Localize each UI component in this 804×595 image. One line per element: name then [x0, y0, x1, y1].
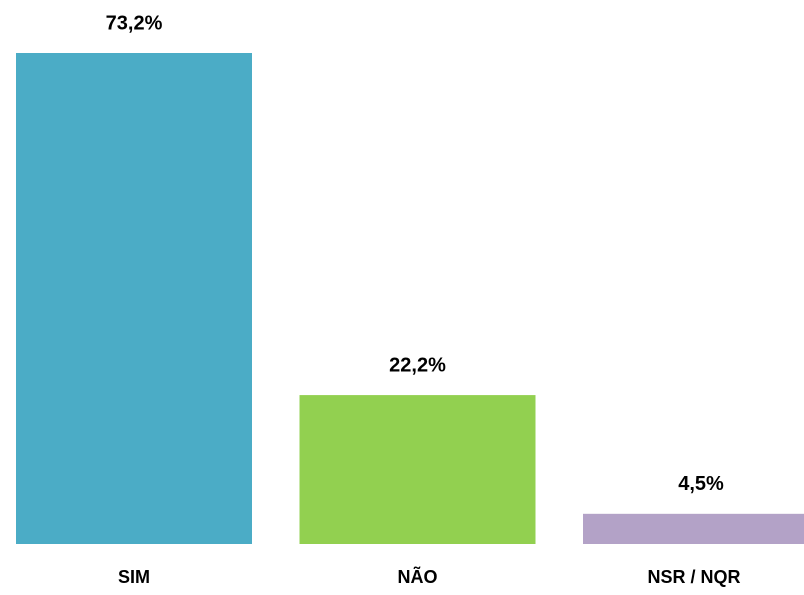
x-tick-label: NÃO — [398, 566, 438, 587]
value-label: 73,2% — [106, 12, 163, 34]
value-label: 4,5% — [678, 473, 724, 495]
bar — [583, 513, 804, 544]
x-tick-label: NSR / NQR — [647, 567, 740, 587]
bar — [16, 53, 252, 544]
value-label: 22,2% — [389, 354, 446, 376]
bar — [299, 395, 536, 544]
x-tick-label: SIM — [118, 567, 150, 587]
